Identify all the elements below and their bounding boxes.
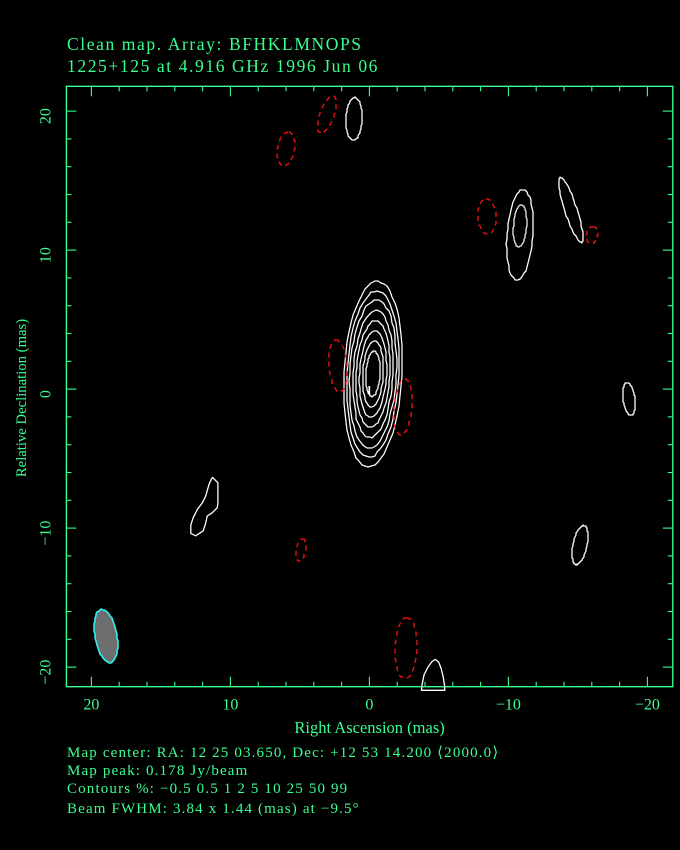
svg-text:Relative Declination (mas): Relative Declination (mas) bbox=[14, 319, 30, 477]
svg-text:1225+125 at 4.916 GHz 1996 Jun: 1225+125 at 4.916 GHz 1996 Jun 06 bbox=[67, 56, 379, 76]
svg-text:0: 0 bbox=[365, 697, 373, 714]
svg-text:−20: −20 bbox=[37, 660, 54, 685]
svg-text:−10: −10 bbox=[496, 697, 521, 714]
svg-text:−10: −10 bbox=[37, 521, 54, 546]
svg-text:0: 0 bbox=[37, 390, 54, 398]
svg-text:Map center: RA: 12 25 03.650,: Map center: RA: 12 25 03.650, Dec: +12 5… bbox=[67, 745, 499, 761]
svg-text:Clean map. Array: BFHKLMNOPS: Clean map. Array: BFHKLMNOPS bbox=[67, 34, 363, 54]
svg-text:Contours %: −0.5 0.5 1 2 5 10: Contours %: −0.5 0.5 1 2 5 10 25 50 99 bbox=[67, 781, 348, 797]
svg-text:20: 20 bbox=[37, 108, 54, 124]
svg-text:20: 20 bbox=[83, 697, 99, 714]
svg-text:Right Ascension (mas): Right Ascension (mas) bbox=[294, 718, 444, 737]
svg-text:10: 10 bbox=[37, 247, 54, 263]
svg-text:Beam FWHM: 3.84 x 1.44 (mas) a: Beam FWHM: 3.84 x 1.44 (mas) at −9.5° bbox=[67, 801, 360, 817]
svg-text:10: 10 bbox=[222, 697, 238, 714]
svg-text:−20: −20 bbox=[635, 697, 660, 714]
svg-text:Map peak: 0.178 Jy/beam: Map peak: 0.178 Jy/beam bbox=[67, 763, 248, 779]
